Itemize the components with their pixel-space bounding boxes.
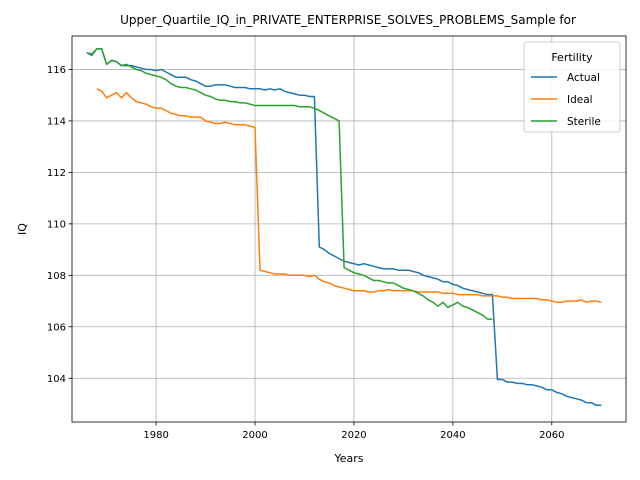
y-tick-label: 108 xyxy=(47,271,66,282)
y-tick-label: 114 xyxy=(47,116,66,127)
y-tick-label: 104 xyxy=(47,374,66,385)
y-tick-label: 110 xyxy=(47,219,66,230)
x-axis-label: Years xyxy=(333,452,363,465)
legend-title: Fertility xyxy=(551,51,593,64)
x-tick-label: 2020 xyxy=(341,430,366,441)
legend-label-actual: Actual xyxy=(567,72,600,84)
series-line-ideal xyxy=(96,88,602,304)
chart-title: Upper_Quartile_IQ_in_PRIVATE_ENTERPRISE_… xyxy=(120,13,576,27)
series-lines xyxy=(86,48,602,407)
y-axis-label: IQ xyxy=(16,223,29,235)
y-tick-label: 112 xyxy=(47,168,66,179)
legend: Fertility Actual Ideal Sterile xyxy=(523,41,621,133)
y-tick-label: 116 xyxy=(47,65,66,76)
legend-entries: Actual Ideal Sterile xyxy=(531,72,601,128)
x-tick-label: 2040 xyxy=(440,430,465,441)
legend-label-ideal: Ideal xyxy=(567,94,593,106)
x-tick-label: 2000 xyxy=(242,430,267,441)
x-tick-label: 2060 xyxy=(539,430,564,441)
series-line-sterile xyxy=(86,48,493,320)
legend-box xyxy=(523,41,621,133)
plot-frame xyxy=(71,35,627,423)
axis-ticks: 1980 2000 2020 2040 2060 104 106 108 110 112 114 11… xyxy=(47,65,565,441)
legend-label-sterile: Sterile xyxy=(567,116,601,128)
x-tick-label: 1980 xyxy=(143,430,168,441)
y-tick-label: 106 xyxy=(47,322,66,333)
